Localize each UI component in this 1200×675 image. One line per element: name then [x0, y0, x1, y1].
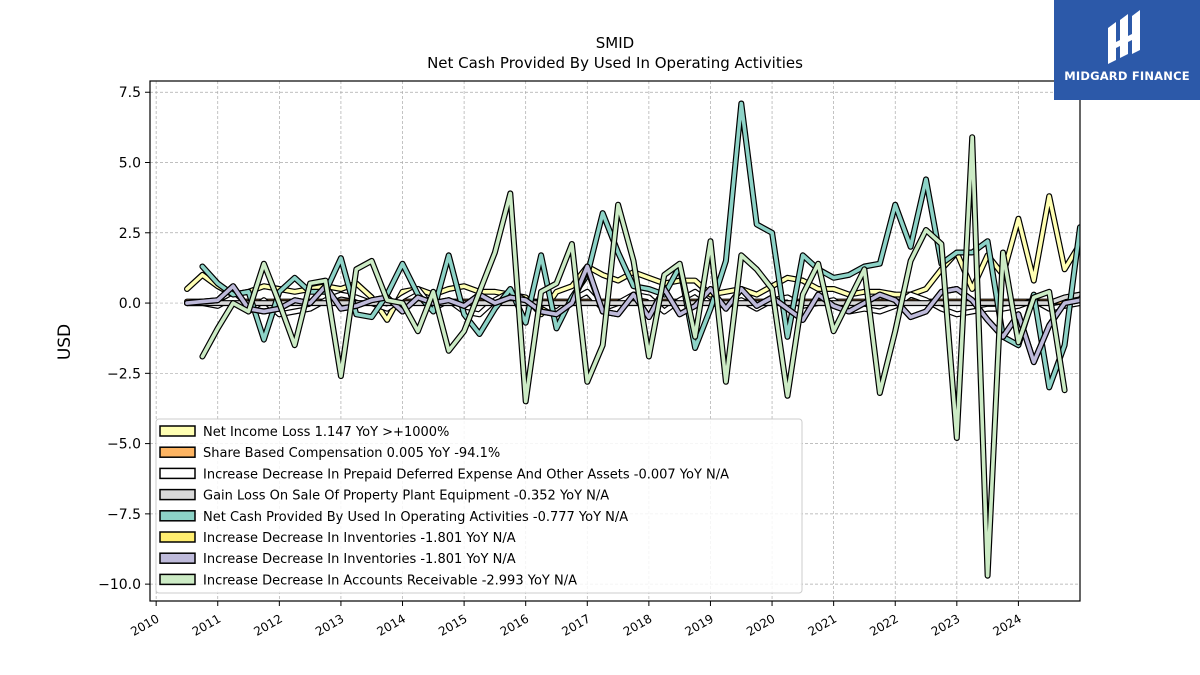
- legend-item: Net Income Loss 1.147 YoY >+1000%: [159, 425, 449, 440]
- chart-title: SMID: [596, 34, 634, 52]
- legend-label: Gain Loss On Sale Of Property Plant Equi…: [203, 489, 609, 504]
- y-tick-label: 7.5: [119, 85, 141, 101]
- series-line-stroke: [200, 135, 1067, 578]
- brand-name: MIDGARD FINANCE: [1064, 69, 1190, 83]
- x-tick-label: 2011: [190, 611, 223, 638]
- legend-label: Share Based Compensation 0.005 YoY -94.1…: [203, 446, 500, 461]
- legend-swatch: [159, 467, 196, 480]
- y-axis: −10.0 −7.5 −5.0 −2.5 0.0 2.5 5.0 7.5: [98, 85, 150, 593]
- legend: Net Income Loss 1.147 YoY >+1000% Share B…: [155, 418, 803, 594]
- x-tick-label: 2020: [744, 611, 777, 638]
- y-axis-label: USD: [55, 324, 75, 360]
- legend-box: [155, 418, 803, 594]
- legend-item: Net Cash Provided By Used In Operating A…: [159, 510, 628, 525]
- chart-subtitle: Net Cash Provided By Used In Operating A…: [427, 54, 803, 72]
- series-line-stroke: [185, 264, 1080, 364]
- y-tick-label: 2.5: [119, 226, 141, 242]
- y-tick-label: −2.5: [107, 366, 141, 382]
- y-tick-label: 5.0: [119, 156, 141, 172]
- legend-label: Increase Decrease In Accounts Receivable…: [203, 573, 577, 588]
- plot-frame: [149, 80, 1081, 602]
- y-tick-label: −7.5: [107, 507, 141, 523]
- legend-label: Increase Decrease In Prepaid Deferred Ex…: [203, 467, 729, 482]
- legend-swatch: [159, 425, 196, 437]
- legend-swatch: [159, 510, 196, 522]
- x-tick-label: 2022: [867, 611, 900, 638]
- x-tick-label: 2021: [806, 611, 839, 638]
- legend-item: Increase Decrease In Inventories -1.801 …: [159, 552, 516, 567]
- series-line: [199, 134, 1068, 579]
- legend-swatch: [159, 446, 196, 458]
- x-tick-label: 2013: [313, 611, 346, 638]
- legend-item: Share Based Compensation 0.005 YoY -94.1…: [159, 446, 500, 461]
- brand-logo: MIDGARD FINANCE: [1054, 0, 1200, 100]
- x-tick-label: 2019: [683, 611, 716, 638]
- legend-item: Gain Loss On Sale Of Property Plant Equi…: [159, 488, 609, 504]
- y-tick-label: −10.0: [98, 577, 141, 593]
- y-tick-label: −5.0: [107, 437, 141, 453]
- legend-label: Increase Decrease In Inventories -1.801 …: [203, 552, 516, 567]
- x-tick-label: 2015: [436, 611, 469, 638]
- midgard-logo-icon: [1108, 10, 1140, 64]
- legend-item: Increase Decrease In Accounts Receivable…: [159, 573, 577, 588]
- x-tick-label: 2014: [375, 611, 408, 638]
- legend-swatch: [159, 552, 196, 564]
- x-tick-label: 2012: [251, 611, 284, 638]
- legend-item: Increase Decrease In Prepaid Deferred Ex…: [159, 467, 729, 482]
- x-tick-label: 2010: [128, 611, 161, 638]
- x-tick-label: 2016: [498, 611, 531, 638]
- legend-label: Increase Decrease In Inventories -1.801 …: [203, 531, 516, 546]
- legend-item: Increase Decrease In Inventories -1.801 …: [159, 531, 516, 546]
- series-layer: [184, 100, 1080, 579]
- series-line: [184, 263, 1080, 366]
- legend-swatch: [159, 573, 196, 586]
- y-tick-label: 0.0: [119, 296, 141, 312]
- x-tick-label: 2018: [621, 611, 654, 638]
- x-axis: 2010 2011 2012 2013 2014 2015 2016 2017 2018 2019…: [128, 601, 1024, 639]
- legend-label: Net Income Loss 1.147 YoY >+1000%: [203, 425, 449, 440]
- legend-swatch: [159, 488, 196, 501]
- x-tick-label: 2023: [929, 611, 962, 638]
- legend-label: Net Cash Provided By Used In Operating A…: [203, 510, 628, 525]
- x-tick-label: 2024: [990, 611, 1023, 638]
- legend-swatch: [159, 531, 196, 543]
- x-tick-label: 2017: [559, 611, 592, 638]
